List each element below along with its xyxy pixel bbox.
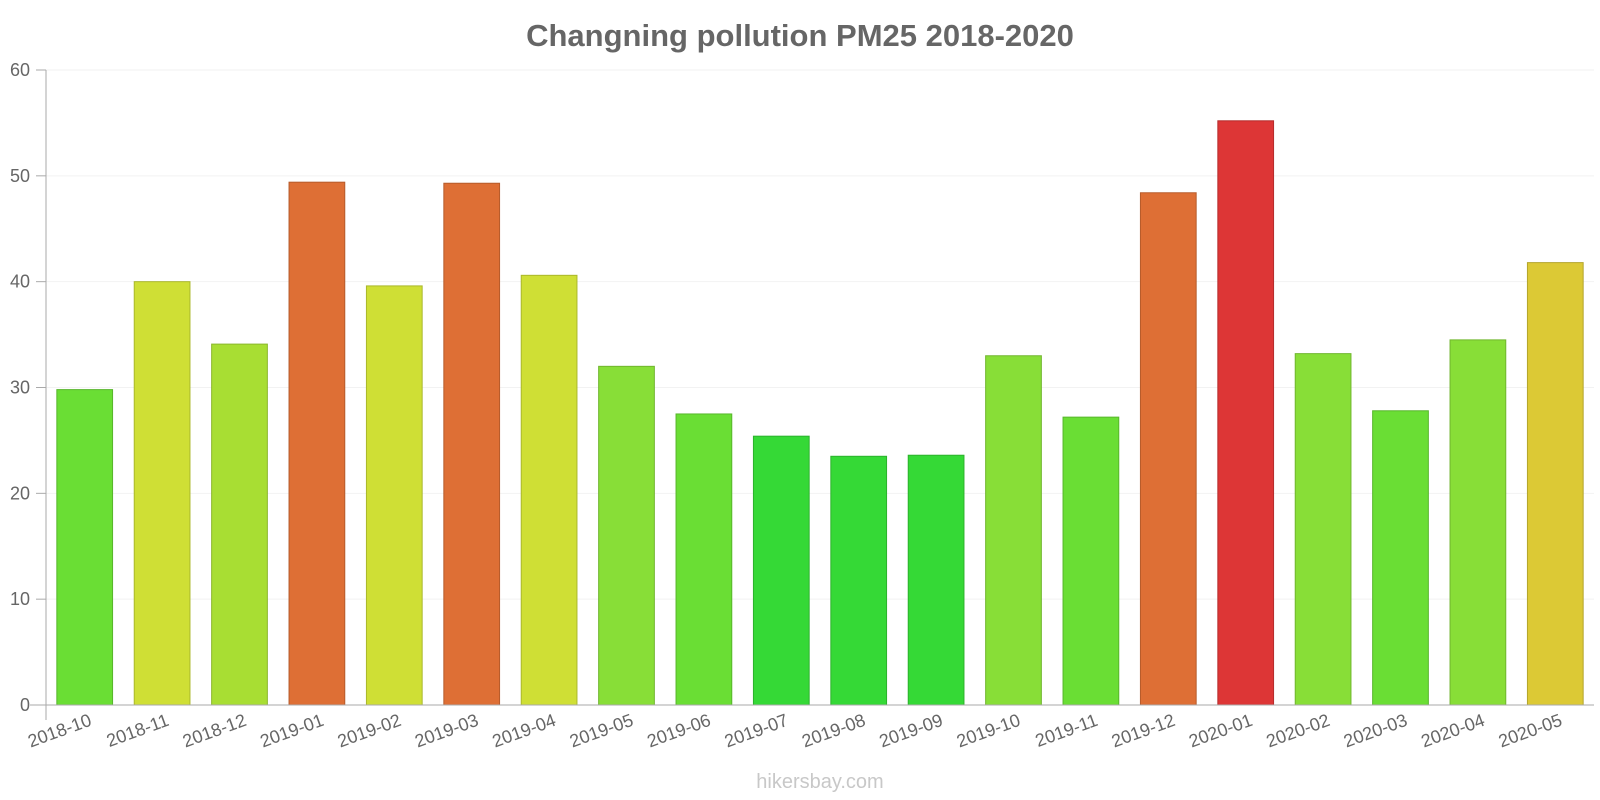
x-tick-label: 2019-02: [335, 710, 404, 751]
bar-2019-01: [288, 181, 346, 706]
y-tick-label: 20: [10, 483, 30, 503]
x-tick-label: 2019-03: [412, 710, 481, 751]
bar-2018-10: [56, 389, 114, 706]
y-tick-label: 30: [10, 378, 30, 398]
x-tick-label: 2018-12: [180, 710, 249, 751]
x-tick-label: 2019-06: [644, 710, 713, 751]
x-tick-label: 2020-01: [1186, 710, 1255, 751]
x-tick-label: 2020-05: [1496, 710, 1565, 751]
bar-2020-03: [1372, 410, 1429, 706]
bar-2019-07: [752, 435, 810, 706]
bar-2019-08: [830, 455, 888, 706]
bar-2019-05: [598, 365, 655, 706]
x-tick-label: 2019-05: [567, 710, 636, 751]
x-tick-label: 2018-10: [25, 710, 94, 751]
bar-2018-11: [133, 281, 191, 706]
y-tick-label: 10: [10, 589, 30, 609]
y-tick-label: 0: [20, 695, 30, 715]
grid-lines: [46, 69, 1594, 600]
x-tick-label: 2019-12: [1109, 710, 1178, 751]
bar-2019-09: [907, 454, 965, 706]
bar-2018-12: [211, 343, 268, 706]
x-tick-label: 2019-08: [799, 710, 868, 751]
bar-2020-01: [1217, 120, 1275, 706]
x-tick-label: 2019-01: [257, 710, 326, 751]
x-tick-label: 2020-02: [1264, 710, 1333, 751]
y-tick-label: 60: [10, 60, 30, 80]
x-tick-label: 2020-04: [1418, 710, 1487, 751]
bar-2019-04: [520, 274, 578, 706]
bar-2019-06: [675, 413, 733, 706]
bar-2019-10: [985, 355, 1042, 706]
x-tick-label: 2019-07: [722, 710, 791, 751]
bar-2019-02: [365, 285, 423, 706]
y-axis-ticks: 0 10 20 30 40 50 60: [10, 60, 46, 715]
bar-2019-11: [1062, 416, 1120, 706]
bar-2020-02: [1294, 353, 1352, 706]
x-tick-label: 2019-04: [490, 710, 559, 751]
bars: [56, 120, 1584, 706]
chart-title: Changning pollution PM25 2018-2020: [526, 18, 1074, 53]
x-tick-label: 2019-11: [1033, 710, 1101, 751]
y-tick-label: 40: [10, 272, 30, 292]
bar-2019-12: [1139, 192, 1197, 706]
x-tick-label: 2020-03: [1341, 710, 1410, 751]
watermark: hikersbay.com: [756, 771, 883, 793]
y-tick-label: 50: [10, 166, 30, 186]
x-axis-ticks: 2018-10 2018-11 2018-12 2019-01 2019-02 2019-…: [25, 710, 1565, 751]
bar-2019-03: [443, 182, 501, 706]
bar-2020-04: [1449, 339, 1507, 706]
x-tick-label: 2019-09: [877, 710, 946, 751]
x-tick-label: 2019-10: [954, 710, 1023, 751]
x-tick-label: 2018-11: [104, 710, 172, 751]
bar-2020-05: [1526, 262, 1584, 706]
